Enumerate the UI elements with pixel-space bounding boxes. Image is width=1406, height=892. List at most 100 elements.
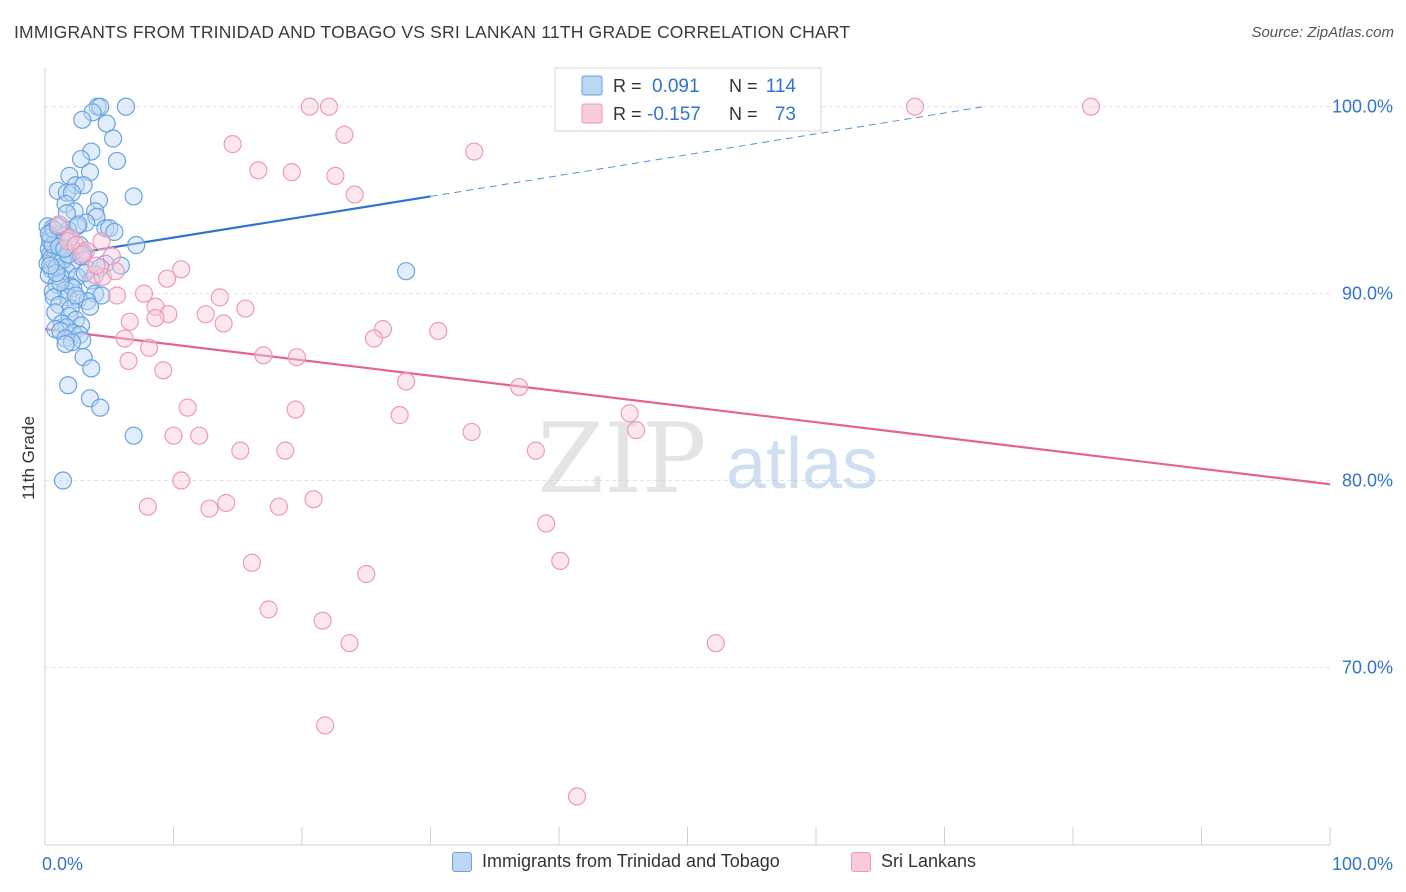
source-credit: Source: ZipAtlas.com: [1251, 24, 1394, 41]
point-series-2-34: [115, 329, 134, 348]
point-series-2-65: [706, 634, 725, 653]
point-series-2-45: [626, 420, 646, 440]
point-series-2-29: [214, 314, 233, 333]
chart-title: IMMIGRANTS FROM TRINIDAD AND TOBAGO VS S…: [14, 22, 851, 42]
legend-r-label-1: R =: [613, 76, 642, 96]
point-series-2-4: [335, 125, 354, 144]
point-series-2-44: [620, 404, 639, 423]
point-series-1-91: [53, 471, 73, 490]
point-series-2-3: [1081, 97, 1101, 116]
point-series-2-41: [178, 398, 197, 417]
point-series-2-33: [429, 321, 448, 341]
correlation-legend: R = 0.091 N = 114 R = -0.157 N = 73: [554, 67, 822, 132]
point-series-1-86: [82, 359, 101, 378]
point-series-2-53: [304, 490, 323, 509]
point-series-2-5: [223, 135, 242, 154]
point-series-2-55: [138, 497, 157, 516]
point-series-1-4: [73, 110, 92, 129]
x-tick-label-1: 100.0%: [1332, 854, 1393, 874]
point-series-2-62: [259, 600, 278, 619]
point-series-2-58: [537, 514, 556, 533]
point-series-1-7: [82, 142, 101, 161]
point-series-2-30: [120, 312, 139, 331]
legend-r-value-2: -0.157: [647, 104, 701, 125]
legend-n-label-2: N =: [729, 104, 758, 124]
point-series-2-22: [210, 288, 229, 307]
legend-r-value-1: 0.091: [652, 76, 700, 97]
point-series-2-56: [200, 499, 219, 518]
point-series-1-8: [71, 149, 91, 169]
point-series-2-71: [92, 232, 111, 251]
point-series-2-9: [326, 166, 345, 185]
legend-item-trinidad[interactable]: Immigrants from Trinidad and Tobago: [452, 851, 780, 872]
point-series-1-31: [105, 222, 124, 242]
legend-swatch-series-2: [581, 103, 603, 124]
legend-swatch-series-1: [581, 75, 603, 96]
point-series-2-69: [106, 262, 125, 281]
legend-n-value-1: 114: [766, 76, 797, 97]
point-series-2-14: [66, 235, 85, 255]
point-series-2-47: [164, 426, 183, 445]
point-series-2-32: [364, 329, 384, 348]
grid-layer: [45, 106, 1330, 668]
watermark: ZIP atlas: [537, 403, 878, 515]
axis-layer: 100.0% 90.0% 80.0% 70.0% 0.0% 100.0%: [42, 68, 1393, 874]
point-series-2-2: [905, 97, 925, 116]
point-series-2-0: [300, 97, 319, 116]
point-series-2-1: [319, 97, 339, 116]
point-series-1-87: [59, 376, 78, 395]
point-series-1-88: [80, 389, 100, 408]
point-series-1-6: [104, 129, 123, 148]
point-series-2-72: [139, 338, 159, 357]
point-series-2-48: [190, 426, 209, 445]
point-series-2-67: [567, 787, 587, 806]
point-series-2-42: [286, 400, 305, 419]
point-series-2-26: [196, 305, 215, 324]
point-series-2-7: [249, 161, 268, 180]
point-series-2-66: [316, 716, 335, 735]
watermark-zip: ZIP: [537, 403, 706, 515]
point-series-1-83: [62, 333, 82, 352]
point-series-1-89: [91, 398, 110, 417]
y-tick-label-2: 80.0%: [1342, 471, 1393, 491]
point-series-1-98: [47, 258, 66, 277]
points-layer: [38, 97, 1101, 806]
point-series-2-43: [390, 406, 409, 425]
legend-r-label-2: R =: [613, 104, 642, 124]
point-series-2-54: [217, 493, 236, 513]
point-series-2-46: [462, 422, 481, 442]
y-tick-label-0: 100.0%: [1332, 97, 1393, 117]
point-series-2-36: [287, 348, 306, 367]
point-series-1-5: [97, 114, 116, 133]
point-series-1-101: [43, 235, 62, 255]
x-tick-label-0: 0.0%: [42, 854, 83, 874]
point-series-2-38: [154, 361, 173, 380]
legend-n-label-1: N =: [729, 76, 758, 96]
point-series-1-41: [127, 235, 146, 255]
point-series-2-28: [146, 308, 165, 328]
series-legend: Immigrants from Trinidad and Tobago Sri …: [0, 851, 1406, 877]
point-series-2-60: [242, 553, 261, 572]
point-series-2-49: [231, 441, 250, 460]
point-series-2-64: [340, 634, 359, 653]
point-series-2-50: [276, 441, 295, 460]
point-series-2-61: [357, 564, 376, 584]
point-series-1-16: [62, 183, 82, 202]
point-series-1-107: [51, 273, 70, 292]
legend-swatch-trinidad: [452, 851, 472, 872]
point-series-2-37: [119, 351, 138, 371]
point-series-2-39: [396, 372, 416, 391]
point-series-2-51: [526, 441, 545, 460]
y-tick-label-1: 90.0%: [1342, 284, 1393, 304]
point-series-2-40: [510, 377, 529, 397]
point-series-2-68: [87, 256, 106, 275]
legend-label-sri-lankans: Sri Lankans: [881, 851, 977, 871]
y-axis-label: 11th Grade: [19, 416, 38, 500]
point-series-1-92: [396, 262, 416, 281]
point-series-2-10: [345, 185, 364, 204]
legend-item-sri-lankans[interactable]: Sri Lankans: [851, 851, 976, 872]
point-series-2-63: [313, 611, 332, 630]
point-series-2-16: [102, 247, 121, 266]
point-series-1-84: [56, 334, 75, 354]
